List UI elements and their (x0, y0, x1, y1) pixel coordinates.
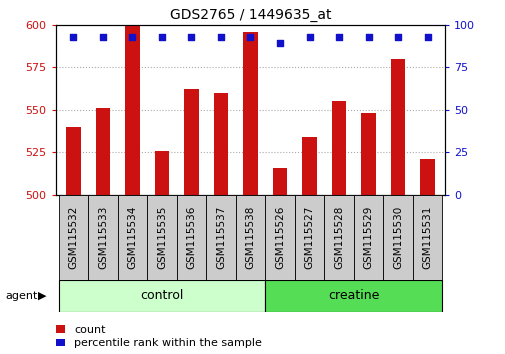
Bar (154, 150, 169, 195)
Text: GSM115536: GSM115536 (186, 205, 196, 269)
Bar (66, 127, 81, 195)
Text: agent: agent (5, 291, 37, 301)
Bar (353, 195, 383, 280)
Bar (59, 195, 88, 280)
Bar (213, 93, 228, 195)
Point (187, 34, 195, 40)
Bar (184, 89, 198, 195)
Bar (147, 195, 176, 280)
Point (246, 34, 254, 40)
Legend: count, percentile rank within the sample: count, percentile rank within the sample (56, 325, 261, 348)
Text: GSM115532: GSM115532 (68, 205, 78, 269)
Point (334, 34, 342, 40)
Text: control: control (140, 289, 183, 302)
Bar (125, 25, 139, 195)
Bar (324, 195, 353, 280)
Text: creatine: creatine (327, 289, 379, 302)
Text: GSM115538: GSM115538 (245, 205, 255, 269)
Bar (206, 195, 235, 280)
Text: GSM115528: GSM115528 (333, 205, 343, 269)
Bar (331, 101, 346, 195)
Bar (383, 195, 412, 280)
Bar (176, 195, 206, 280)
Title: GDS2765 / 1449635_at: GDS2765 / 1449635_at (169, 8, 331, 22)
Text: GSM115537: GSM115537 (216, 205, 226, 269)
Bar (265, 280, 441, 312)
Text: GSM115534: GSM115534 (127, 205, 137, 269)
Bar (95, 108, 110, 195)
Point (393, 34, 401, 40)
Bar (242, 32, 258, 195)
Text: GSM115529: GSM115529 (363, 205, 373, 269)
Text: GSM115527: GSM115527 (304, 205, 314, 269)
Text: GSM115533: GSM115533 (97, 205, 108, 269)
Point (217, 34, 225, 40)
Bar (301, 137, 316, 195)
Bar (419, 159, 434, 195)
Bar (361, 113, 375, 195)
Bar (118, 195, 147, 280)
Point (305, 34, 313, 40)
Bar (59, 280, 265, 312)
Bar (272, 167, 287, 195)
Bar (412, 195, 441, 280)
Text: GSM115531: GSM115531 (422, 205, 432, 269)
Point (69, 34, 77, 40)
Bar (294, 195, 324, 280)
Point (128, 34, 136, 40)
Point (275, 41, 283, 46)
Text: GSM115530: GSM115530 (392, 206, 402, 269)
Point (423, 34, 431, 40)
Text: GSM115526: GSM115526 (274, 205, 284, 269)
Bar (265, 195, 294, 280)
Text: ▶: ▶ (38, 291, 47, 301)
Point (98, 34, 107, 40)
Text: GSM115535: GSM115535 (157, 205, 167, 269)
Point (158, 34, 166, 40)
Bar (390, 59, 405, 195)
Point (364, 34, 372, 40)
Bar (235, 195, 265, 280)
Bar (88, 195, 118, 280)
